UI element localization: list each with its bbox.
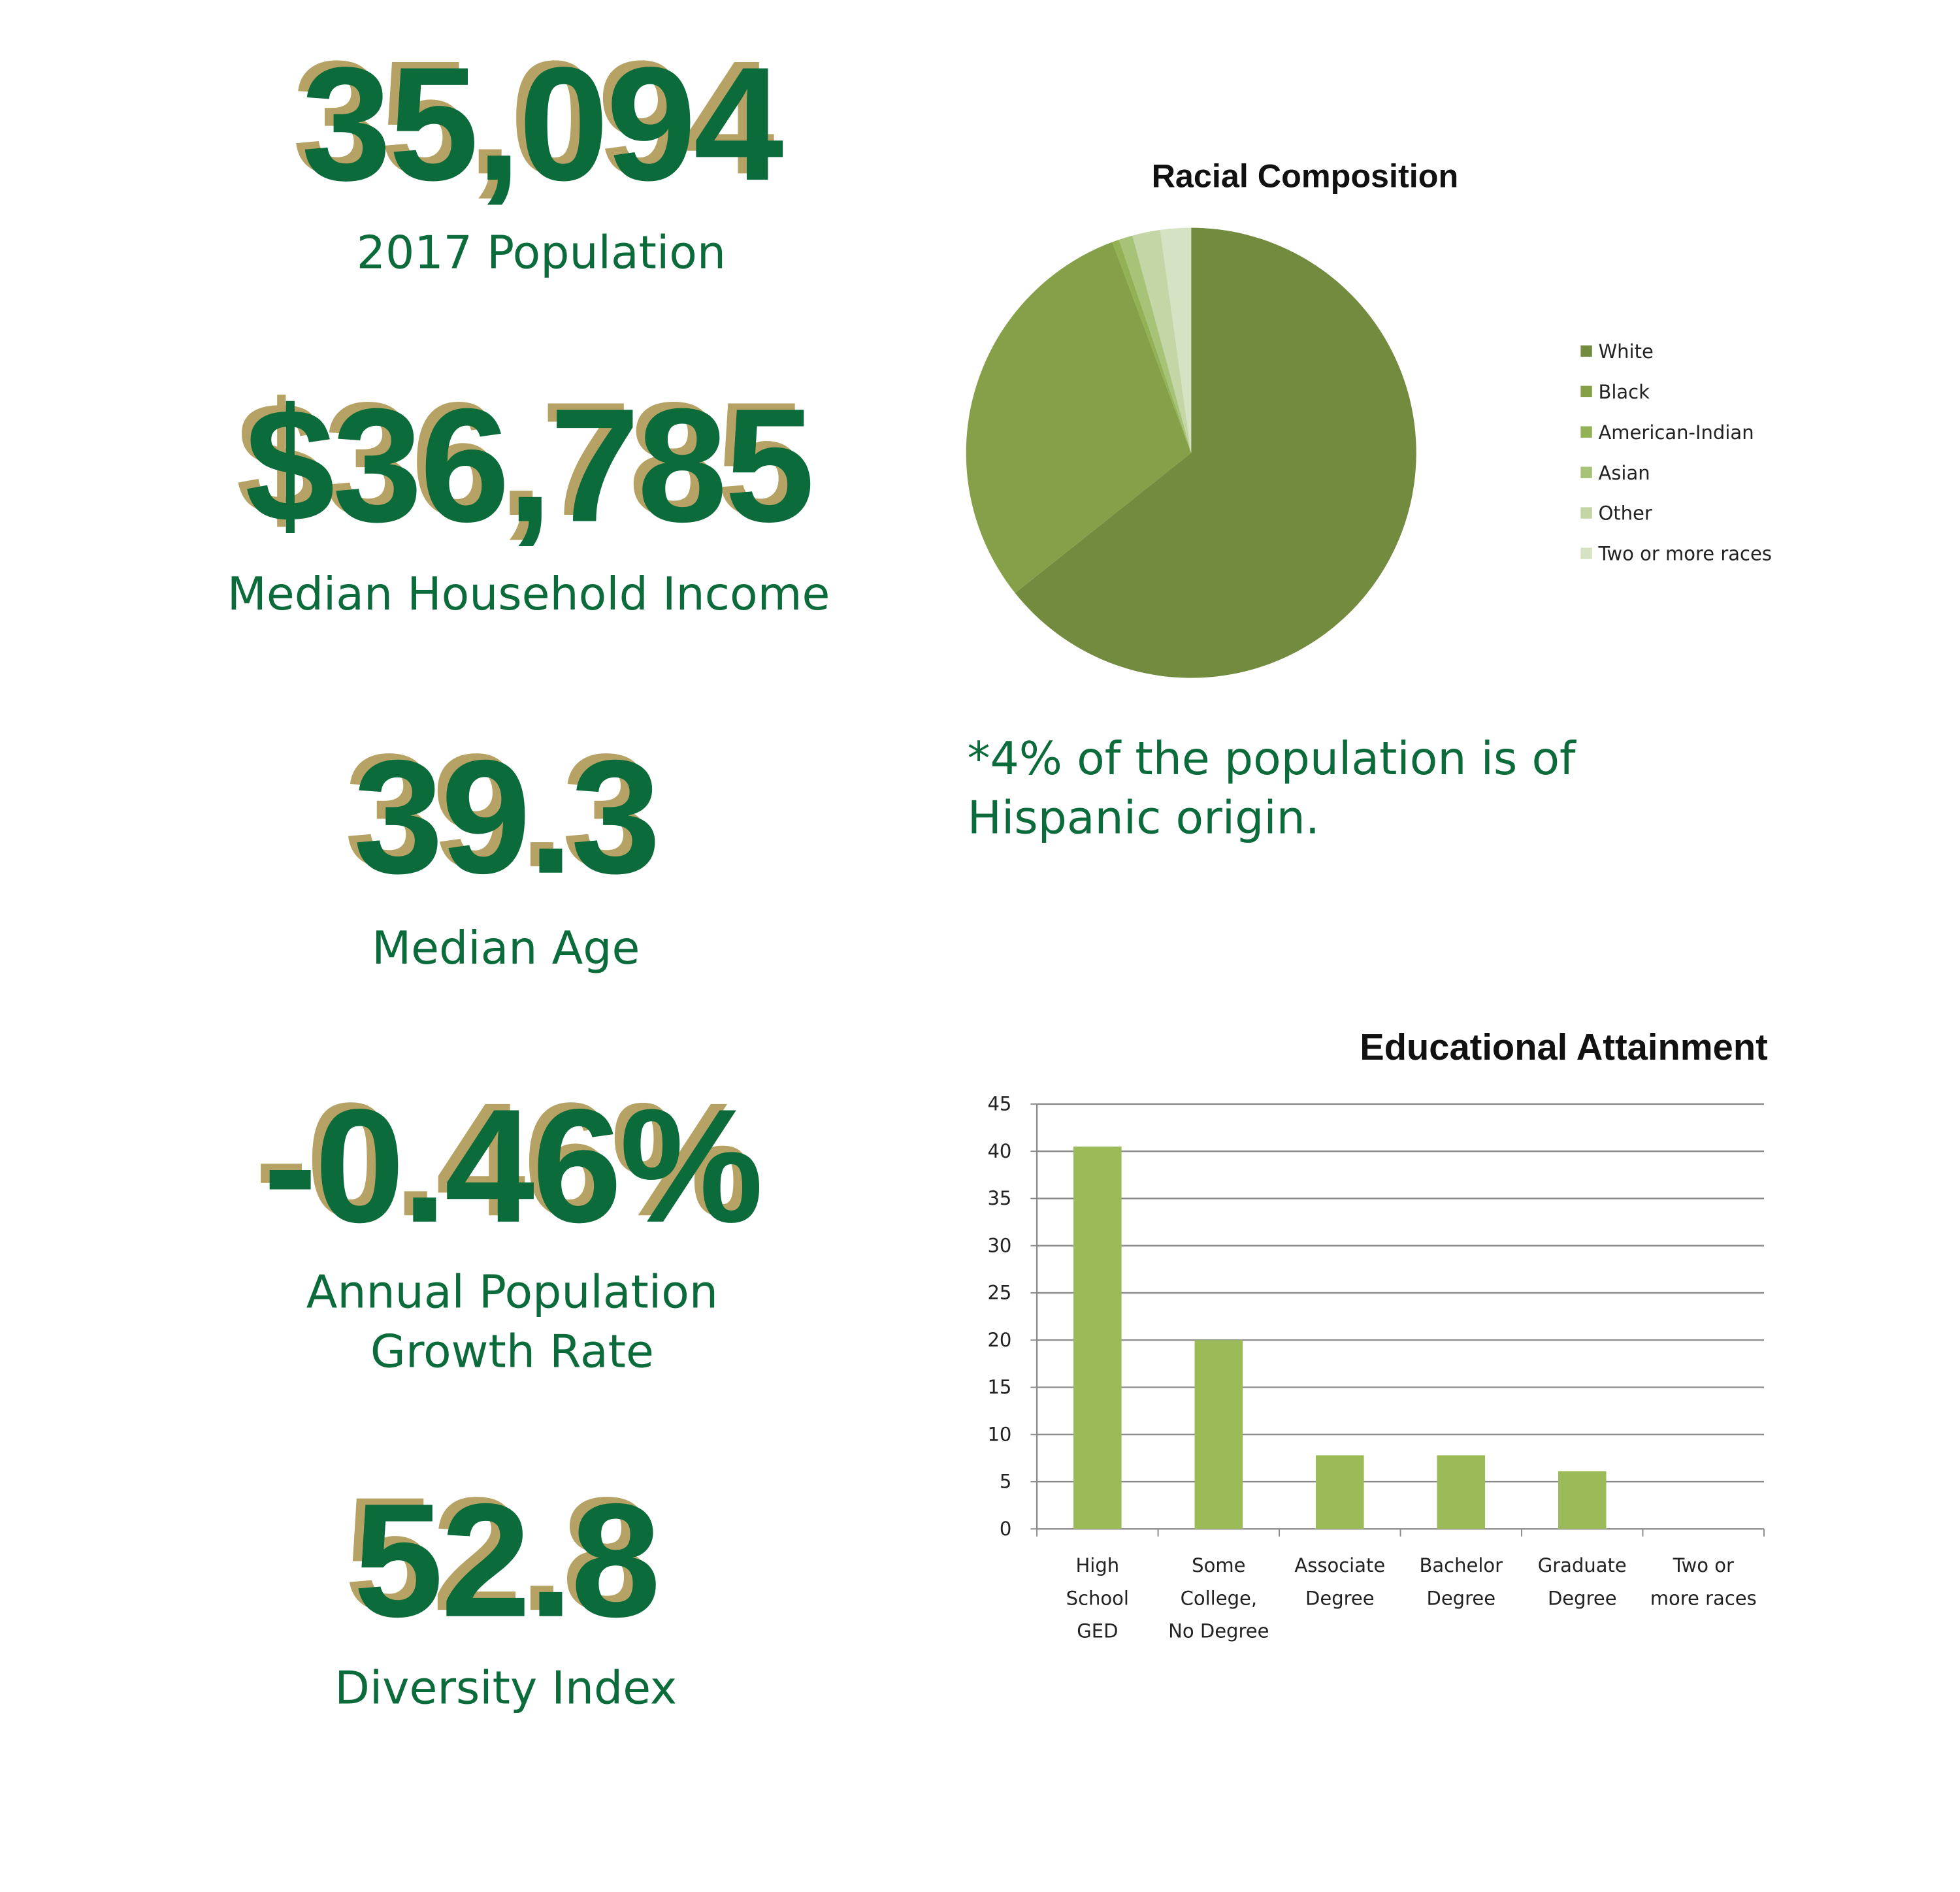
stat-value-shadow: -0.46% (254, 1069, 752, 1250)
y-tick-label: 30 (987, 1234, 1011, 1256)
y-tick-label: 35 (987, 1187, 1011, 1209)
note: Hispanic origin. (968, 792, 1320, 845)
y-tick-label: 0 (1000, 1518, 1011, 1540)
legend-swatch (1580, 385, 1592, 397)
stat-value: 52.8 (353, 1471, 659, 1651)
legend-label: Other (1598, 502, 1652, 525)
note: *4% of the population is of (968, 732, 1576, 785)
pie-slice (1112, 239, 1192, 453)
y-tick-label: 45 (987, 1093, 1011, 1115)
legend-swatch (1580, 345, 1592, 357)
legend-label: American-Indian (1598, 421, 1754, 444)
pie-slice (1015, 227, 1416, 678)
stat-value-shadow: 35,094 (293, 27, 775, 208)
y-tick-label: 15 (987, 1376, 1011, 1398)
bar (1558, 1471, 1607, 1529)
stat-label: Median Age (372, 922, 640, 975)
stat-label: Annual Population (306, 1266, 718, 1319)
legend-label: White (1598, 340, 1653, 363)
chart-title: Educational Attainment (1360, 1026, 1768, 1068)
chart-title: Racial Composition (1152, 157, 1459, 195)
y-tick-label: 5 (1000, 1471, 1011, 1493)
stat-value-shadow: 52.8 (344, 1464, 649, 1644)
x-tick-label: School (1066, 1587, 1129, 1609)
stat-label: Growth Rate (370, 1326, 654, 1378)
legend-label: Asian (1598, 462, 1650, 484)
stat-value-shadow: $36,785 (236, 369, 803, 549)
legend-swatch (1580, 466, 1592, 478)
x-tick-label: No Degree (1168, 1620, 1269, 1642)
pie-slice (966, 242, 1192, 593)
pie-slice (1160, 227, 1192, 453)
x-tick-label: Degree (1305, 1587, 1375, 1609)
pie-slice (1119, 235, 1192, 453)
x-tick-label: more races (1650, 1587, 1757, 1609)
stat-value: -0.46% (263, 1076, 761, 1256)
bar (1073, 1146, 1122, 1529)
stat-label: Diversity Index (335, 1661, 677, 1714)
stat-label: Median Household Income (227, 568, 830, 621)
stat-value: 39.3 (353, 727, 659, 907)
legend-label: Black (1598, 381, 1650, 403)
x-tick-label: Degree (1548, 1587, 1617, 1609)
stat-label: 2017 Population (357, 227, 726, 280)
x-tick-label: Associate (1294, 1554, 1385, 1576)
x-tick-label: Two or (1673, 1554, 1734, 1576)
legend-label: Two or more races (1597, 543, 1772, 565)
bar (1194, 1340, 1243, 1529)
x-tick-label: GED (1077, 1620, 1118, 1642)
x-tick-label: Degree (1426, 1587, 1495, 1609)
y-tick-label: 25 (987, 1282, 1011, 1304)
y-tick-label: 10 (987, 1423, 1011, 1445)
stat-value: $36,785 (245, 376, 812, 556)
x-tick-label: Some (1192, 1554, 1245, 1576)
x-tick-label: High (1075, 1554, 1119, 1576)
bar (1437, 1455, 1486, 1529)
legend-swatch (1580, 507, 1592, 519)
y-tick-label: 40 (987, 1140, 1011, 1162)
x-tick-label: Bachelor (1419, 1554, 1503, 1576)
x-tick-label: Graduate (1538, 1554, 1627, 1576)
y-tick-label: 20 (987, 1329, 1011, 1351)
x-tick-label: College, (1181, 1587, 1257, 1609)
pie-slice (1132, 229, 1192, 453)
bar (1316, 1455, 1364, 1529)
legend-swatch (1580, 547, 1592, 559)
legend-swatch (1580, 426, 1592, 438)
stat-value-shadow: 39.3 (344, 721, 649, 901)
stat-value: 35,094 (301, 34, 783, 214)
